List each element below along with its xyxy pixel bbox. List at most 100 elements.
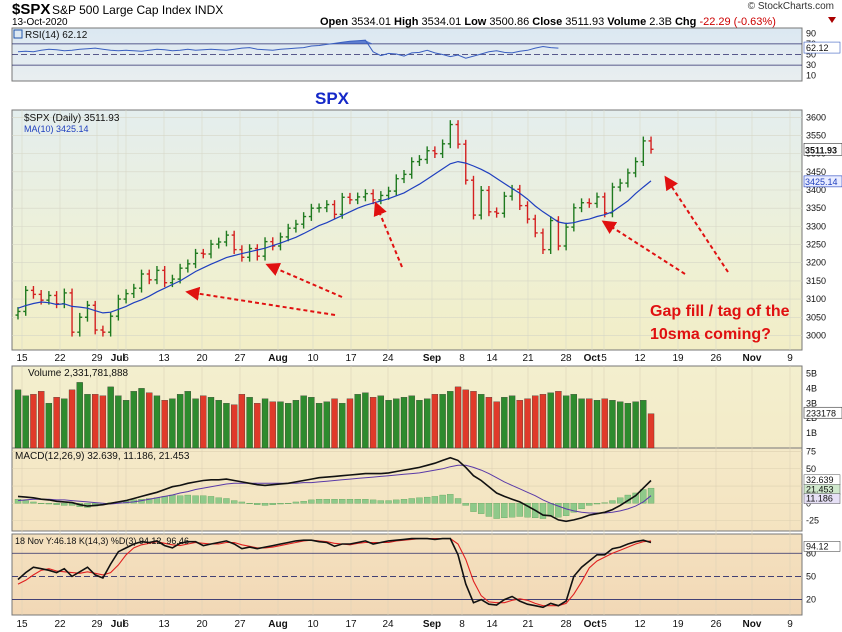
macd-histogram-bar — [269, 503, 276, 505]
volume-bar — [115, 395, 122, 449]
volume-bar — [508, 395, 516, 449]
x-tick-label: 27 — [234, 353, 246, 364]
annotation-line-1: Gap fill / tag of the — [650, 303, 790, 320]
stochastic-tick-label: 80 — [806, 548, 816, 558]
x-tick-label: Nov — [743, 619, 762, 630]
annotation-arrow — [373, 201, 403, 268]
rsi-tick-label: 10 — [806, 71, 816, 81]
volume-bar — [624, 403, 632, 449]
volume-bar — [447, 391, 454, 449]
volume-bar — [632, 401, 639, 449]
stochastic-title: 18 Nov Y:46.18 K(14,3) %D(3) 94.12, 96.4… — [15, 536, 189, 546]
volume-bar — [269, 401, 276, 449]
x-tick-label: 17 — [345, 619, 357, 630]
macd-histogram-bar — [346, 499, 354, 504]
macd-histogram-bar — [14, 499, 22, 504]
x-tick-label: Sep — [423, 619, 441, 630]
volume-bar — [454, 386, 462, 449]
macd-histogram-bar — [647, 487, 655, 504]
volume-bar — [354, 394, 361, 449]
volume-tick-label: 3B — [806, 398, 817, 408]
ma-last-label: 3425.14 — [805, 177, 838, 187]
macd-histogram-bar — [176, 495, 184, 504]
x-tick-label: 8 — [459, 619, 465, 630]
volume-bar — [416, 400, 423, 449]
macd-histogram-bar — [331, 499, 338, 504]
macd-histogram-bar — [470, 503, 477, 512]
price-tick-label: 3450 — [806, 167, 826, 177]
stochastic-k-line — [17, 537, 652, 609]
x-tick-label: 21 — [522, 619, 534, 630]
volume-title: Volume 2,331,781,888 — [28, 368, 129, 379]
macd-histogram-bar — [315, 499, 323, 504]
price-title: $SPX (Daily) 3511.93 — [24, 113, 120, 124]
volume-bar — [99, 395, 107, 449]
macd-histogram-bar — [508, 503, 516, 518]
volume-bar — [138, 388, 145, 449]
x-tick-label: 26 — [710, 619, 722, 630]
volume-bar — [362, 392, 369, 449]
last-price-label: 3511.93 — [805, 145, 837, 155]
macd-histogram-bar — [53, 503, 60, 505]
macd-line — [17, 456, 652, 523]
x-tick-label: 20 — [196, 619, 208, 630]
volume-bar — [53, 397, 60, 449]
volume-bar — [570, 394, 577, 449]
macd-histogram-bar — [416, 497, 423, 504]
volume-bar — [524, 398, 531, 449]
volume-bar — [493, 401, 500, 449]
stochastic-series — [17, 537, 652, 609]
macd-histogram-bar — [200, 495, 207, 504]
macd-histogram-bar — [501, 503, 508, 519]
volume-bar — [292, 400, 300, 449]
x-tick-label: 5 — [601, 619, 607, 630]
last-price-box — [803, 142, 842, 156]
x-tick-label: 10 — [307, 619, 319, 630]
volume-tick-label: 1B — [806, 428, 817, 438]
x-tick-label: 28 — [560, 619, 572, 630]
volume-bar — [439, 394, 446, 449]
x-tick-label: 15 — [16, 619, 28, 630]
volume-bar — [485, 397, 493, 449]
macd-histogram-bar — [22, 500, 29, 504]
volume-bar — [146, 392, 153, 449]
x-tick-label: 6 — [123, 353, 129, 364]
macd-histogram-bar — [192, 495, 199, 504]
macd-histogram-bar — [524, 503, 531, 518]
volume-bar — [277, 401, 284, 449]
rsi-tick-label: 30 — [806, 60, 816, 70]
macd-histogram-bar — [254, 503, 261, 505]
volume-last-box — [803, 406, 842, 419]
volume-bar — [45, 403, 53, 449]
macd-histogram-bar — [223, 498, 230, 504]
annotation-arrow — [664, 175, 729, 273]
volume-bar — [470, 391, 477, 449]
macd-histogram-bar — [238, 501, 246, 504]
volume-bar — [38, 391, 45, 449]
volume-bar — [339, 403, 346, 449]
x-tick-label: 24 — [382, 353, 394, 364]
macd-signal-line — [17, 464, 652, 514]
volume-bar — [562, 395, 570, 449]
x-tick-label: 10 — [307, 353, 319, 364]
volume-bar — [92, 394, 99, 449]
menu-caret-icon[interactable] — [828, 17, 836, 23]
volume-bar — [640, 400, 647, 449]
volume-bar — [647, 413, 655, 449]
macd-last-value: 32.639 — [806, 475, 834, 485]
volume-bar — [424, 398, 431, 449]
volume-bar — [246, 397, 253, 449]
macd-histogram-bar — [385, 500, 392, 504]
macd-histogram-bar — [439, 494, 446, 504]
spx-label: SPX — [315, 89, 350, 108]
macd-histogram-bar — [215, 497, 222, 504]
volume-bar — [76, 382, 83, 449]
volume-bar — [122, 400, 130, 449]
price-tick-label: 3550 — [806, 130, 826, 140]
volume-bar — [532, 395, 539, 449]
volume-bar — [84, 394, 91, 449]
macd-histogram-bar — [169, 494, 176, 504]
price-tick-label: 3000 — [806, 330, 826, 340]
brand-watermark: © StockCharts.com — [747, 1, 834, 12]
macd-histogram-bar — [609, 500, 616, 504]
